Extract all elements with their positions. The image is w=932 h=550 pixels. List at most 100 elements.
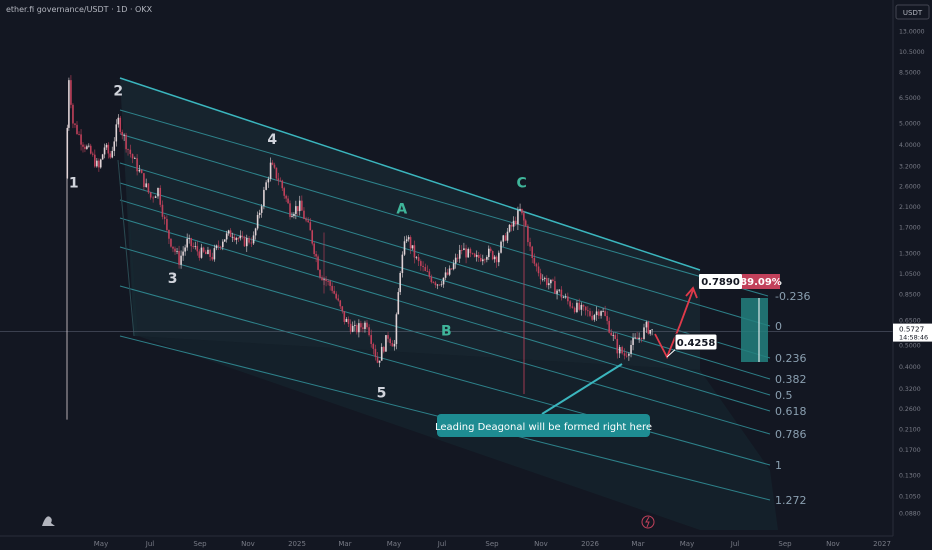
candle-body: [495, 256, 498, 263]
candle-body: [275, 167, 278, 179]
candle-body: [277, 178, 280, 181]
y-tick-label: 0.8500: [899, 291, 921, 298]
candle-body: [539, 273, 542, 280]
candle-body: [573, 307, 576, 313]
candle-body: [335, 293, 337, 299]
candle-body: [643, 327, 645, 339]
candle-body: [430, 276, 433, 283]
candle-body: [215, 245, 218, 249]
current-price-box: [893, 323, 932, 342]
y-tick-label: 3.2000: [899, 164, 921, 171]
candle-body: [589, 311, 591, 316]
candle-body: [354, 325, 356, 326]
target-pct-box: [742, 274, 780, 289]
candle-body: [154, 196, 157, 198]
candle-body: [186, 238, 188, 248]
y-tick-label: 4.0000: [899, 142, 921, 149]
candle-body: [70, 80, 72, 105]
x-tick-label: Nov: [534, 540, 548, 548]
x-tick-label: 2027: [873, 540, 891, 548]
candle-body: [243, 236, 246, 247]
candle-body: [475, 255, 478, 257]
candle-body: [486, 256, 488, 260]
fib-line: [119, 217, 771, 412]
candle-body: [211, 256, 214, 260]
candle-body: [237, 238, 240, 239]
candle-body: [424, 267, 427, 271]
candle-body: [510, 224, 513, 227]
candle-body: [219, 246, 222, 248]
fib-label-0.382: 0.382: [775, 373, 807, 386]
time-axis: May Jul Sep Nov 2025 Mar May Jul Sep Nov 2026 Mar Ma…: [0, 535, 893, 548]
y-tick-label: 1.7000: [899, 225, 921, 232]
candle-body: [202, 247, 205, 252]
candle-body: [248, 238, 250, 243]
candle-body: [491, 250, 494, 260]
candle-body: [604, 311, 606, 316]
candle-body: [209, 249, 211, 257]
candle-body: [625, 355, 628, 357]
candle-body: [489, 248, 492, 251]
price-axis: 13.0000 10.5000 8.5000 6.5000 5.0000 4.0000 3.…: [892, 0, 932, 550]
candle-body: [432, 282, 435, 283]
candle-body: [401, 254, 404, 273]
candle-body: [315, 253, 317, 257]
candle-body: [465, 248, 467, 258]
candle-body: [287, 198, 289, 204]
x-tick-label: 2026: [581, 540, 599, 548]
candles: [66, 75, 653, 368]
candle-body: [420, 261, 422, 266]
candle-body: [395, 314, 398, 344]
candle-body: [634, 337, 636, 339]
candle-body: [529, 242, 531, 247]
candle-body: [636, 337, 638, 340]
candle-body: [554, 280, 556, 294]
candle-body: [194, 246, 197, 247]
candle-body: [198, 251, 201, 258]
candle-body: [640, 337, 643, 339]
candle-body: [560, 289, 563, 298]
candle-body: [207, 249, 209, 255]
candle-body: [502, 235, 505, 242]
candle-body: [649, 329, 652, 334]
candle-body: [576, 302, 578, 313]
candle-body: [233, 236, 236, 240]
candle-body: [99, 159, 102, 168]
candle-body: [149, 192, 152, 198]
target-pct-label: 89.09%: [740, 277, 782, 288]
candle-body: [614, 335, 617, 339]
target-price-box: [699, 274, 742, 289]
target-price-label: 0.7890: [701, 277, 740, 288]
candle-body: [134, 158, 136, 159]
candle-body: [68, 80, 70, 128]
candle-body: [360, 323, 362, 328]
candle-body: [258, 212, 261, 215]
candle-body: [222, 241, 224, 248]
candle-body: [309, 222, 312, 231]
y-tick-label: 1.0500: [899, 271, 921, 278]
candle-body: [217, 245, 220, 247]
candle-body: [364, 322, 366, 329]
candle-body: [562, 297, 565, 299]
candle-body: [305, 218, 307, 221]
candle-body: [428, 271, 431, 277]
candle-body: [498, 252, 500, 263]
candle-body: [623, 353, 626, 356]
candle-body: [172, 246, 174, 249]
candle-body: [436, 284, 439, 286]
candle-body: [327, 280, 329, 282]
candle-body: [469, 249, 472, 254]
symbol-header: ether.fi governance/USDT · 1D · OKX: [6, 5, 153, 14]
candle-body: [223, 239, 226, 242]
candle-body: [168, 229, 170, 239]
candle-body: [123, 134, 125, 136]
candle-body: [293, 213, 295, 216]
candle-body: [602, 311, 604, 312]
y-tick-label: 10.5000: [899, 49, 925, 56]
candle-body: [136, 158, 138, 172]
candle-body: [84, 146, 86, 149]
candle-body: [651, 329, 653, 331]
candle-body: [283, 188, 285, 196]
candle-body: [313, 243, 315, 254]
